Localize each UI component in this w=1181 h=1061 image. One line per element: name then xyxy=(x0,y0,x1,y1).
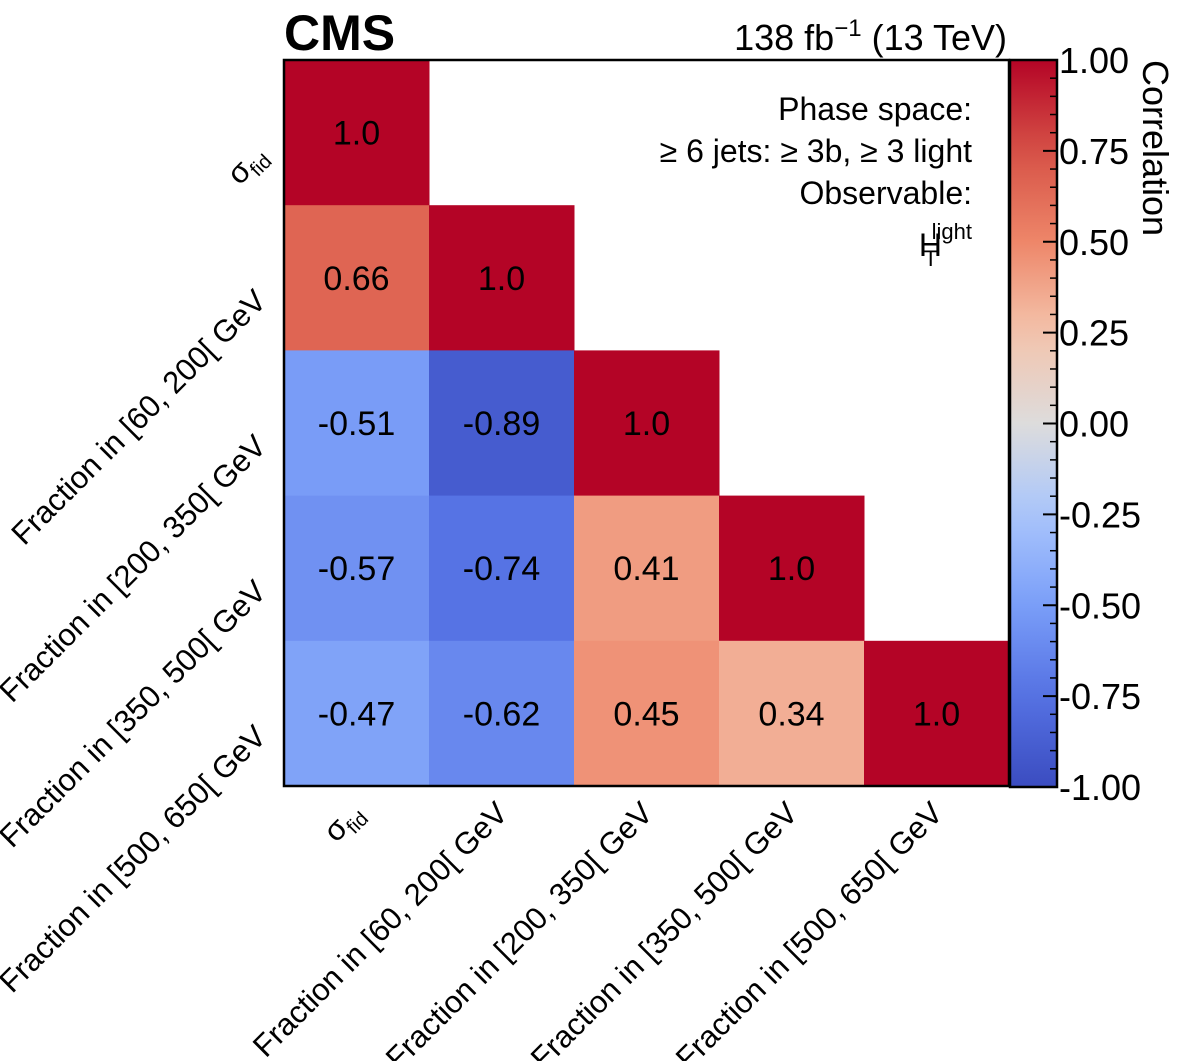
colorbar-title: Correlation xyxy=(1135,60,1176,236)
cell-value-label: 0.34 xyxy=(758,695,824,733)
cell-value-label: -0.62 xyxy=(463,695,541,733)
cell-value-label: 1.0 xyxy=(478,260,525,298)
cell-value-label: 1.0 xyxy=(623,405,670,443)
heatmap-cells xyxy=(284,60,1010,787)
heatmap-cell xyxy=(574,640,720,787)
colorbar-tick-label: 1.00 xyxy=(1059,40,1129,81)
heatmap-cell xyxy=(719,640,865,787)
observable-subscript: T xyxy=(924,246,937,271)
heatmap-cell xyxy=(429,495,575,642)
x-tick-label: Fraction in [60, 200[ GeV xyxy=(246,795,515,1061)
info-box: Phase space: ≥ 6 jets: ≥ 3b, ≥ 3 light O… xyxy=(660,91,973,271)
cell-value-label: -0.51 xyxy=(318,405,396,443)
y-tick-label: Fraction in [60, 200[ GeV xyxy=(5,283,274,552)
cell-value-label: 0.45 xyxy=(613,695,679,733)
colorbar-tick-label: -0.25 xyxy=(1059,494,1141,535)
heatmap-cell xyxy=(429,350,575,497)
heatmap-cell xyxy=(284,350,430,497)
heatmap-cell xyxy=(574,495,720,642)
experiment-label: CMS xyxy=(284,5,395,61)
phase-space-label: Phase space: xyxy=(778,91,972,127)
cell-value-label: 1.0 xyxy=(913,695,960,733)
cell-value-label: 1.0 xyxy=(768,550,815,588)
x-tick-label: Fraction in [350, 500[ GeV xyxy=(524,795,805,1061)
observable-label: Observable: xyxy=(799,175,972,211)
colorbar-ticks: 1.00 0.75 0.50 0.25 0.00 -0.25 -0.50 -0.75 -1.00 xyxy=(1043,40,1141,808)
heatmap-cell xyxy=(864,640,1010,787)
x-tick-label: Fraction in [200, 350[ GeV xyxy=(379,795,660,1061)
heatmap-cell xyxy=(284,495,430,642)
heatmap-cell xyxy=(574,350,720,497)
phase-space-selection: ≥ 6 jets: ≥ 3b, ≥ 3 light xyxy=(660,133,973,169)
heatmap-cell xyxy=(284,640,430,787)
y-tick-label: Fraction in [500, 650[ GeV xyxy=(0,718,273,999)
cell-value-label: -0.74 xyxy=(463,550,541,588)
heatmap-cell xyxy=(429,205,575,351)
y-tick-label: Fraction in [350, 500[ GeV xyxy=(0,573,273,854)
colorbar-tick-label: 0.25 xyxy=(1059,313,1129,354)
lumi-exponent: −1 xyxy=(834,15,861,42)
colorbar-tick-label: -0.50 xyxy=(1059,585,1141,626)
x-tick-label: Fraction in [500, 650[ GeV xyxy=(669,795,950,1061)
observable-symbol: H xyxy=(919,227,942,263)
energy-label: (13 TeV) xyxy=(872,17,1007,58)
x-tick-label: σfid xyxy=(316,795,373,852)
colorbar-tick-label: -1.00 xyxy=(1059,767,1141,808)
observable-superscript: light xyxy=(932,219,972,244)
colorbar-tick-label: 0.75 xyxy=(1059,131,1129,172)
cell-value-label: 0.66 xyxy=(323,260,389,298)
colorbar-tick-label: 0.00 xyxy=(1059,404,1129,445)
cell-value-label: 1.0 xyxy=(333,115,380,153)
lumi-value: 138 fb xyxy=(734,17,834,58)
luminosity-label: 138 fb−1 (13 TeV) xyxy=(734,15,1007,58)
y-tick-label: σfid xyxy=(220,138,277,195)
heatmap-cell xyxy=(429,640,575,787)
heatmap-cell xyxy=(284,205,430,351)
heatmap-cell xyxy=(284,60,430,206)
y-tick-label: Fraction in [200, 350[ GeV xyxy=(0,428,273,709)
cell-value-label: 0.41 xyxy=(613,550,679,588)
cell-value-label: -0.47 xyxy=(318,695,396,733)
heatmap-cell-labels: 1.0 0.66 1.0 -0.51 -0.89 1.0 -0.57 -0.74 0.41 1.0… xyxy=(318,115,960,734)
cell-value-label: -0.57 xyxy=(318,550,396,588)
cell-value-label: -0.89 xyxy=(463,405,541,443)
colorbar-tick-label: -0.75 xyxy=(1059,676,1141,717)
colorbar-tick-label: 0.50 xyxy=(1059,222,1129,263)
heatmap-cell xyxy=(719,495,865,642)
